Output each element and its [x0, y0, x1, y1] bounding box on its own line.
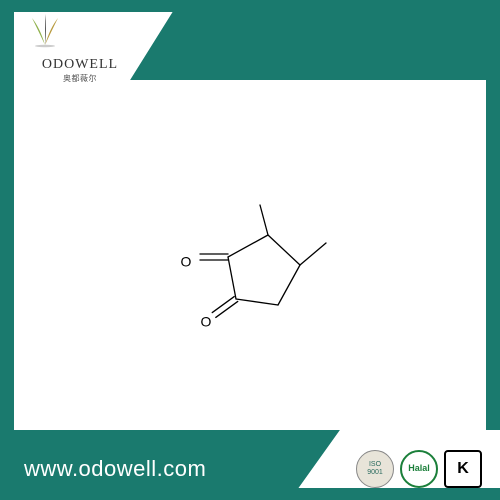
iso-line1: ISO [369, 461, 381, 469]
logo-leaf-icon [20, 10, 70, 50]
header: ODOWELL 奥都薇尔 [0, 0, 500, 80]
certification-badges: ISO 9001 Halal K [356, 450, 482, 488]
content-area: OO [20, 80, 480, 430]
halal-badge: Halal [400, 450, 438, 488]
logo: ODOWELL 奥都薇尔 [20, 10, 140, 84]
footer: www.odowell.com ISO 9001 Halal K [0, 430, 500, 500]
iso-line2: 9001 [367, 469, 383, 477]
iso-badge: ISO 9001 [356, 450, 394, 488]
website-url: www.odowell.com [24, 456, 206, 482]
brand-name: ODOWELL [20, 57, 140, 73]
kosher-badge: K [444, 450, 482, 488]
svg-text:O: O [201, 314, 212, 330]
molecule-diagram: OO [160, 165, 340, 345]
svg-text:O: O [181, 254, 192, 270]
